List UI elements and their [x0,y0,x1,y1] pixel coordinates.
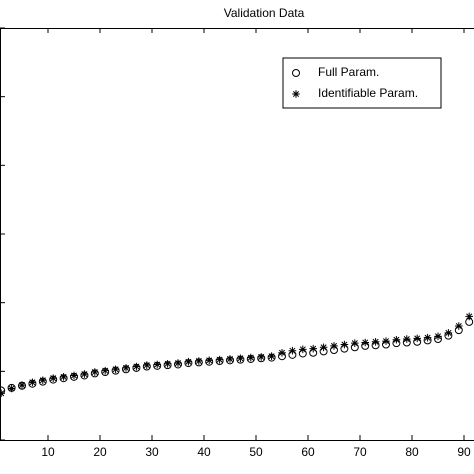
marker-asterisk [247,353,255,362]
marker-asterisk [413,334,421,343]
marker-asterisk [70,371,78,380]
marker-asterisk [455,322,463,330]
marker-asterisk [423,333,432,342]
x-tick-label: 30 [145,445,159,459]
marker-asterisk [28,378,37,387]
marker-asterisk [0,389,5,398]
marker-asterisk [39,376,47,385]
x-tick-label: 50 [249,445,263,459]
marker-asterisk [153,360,161,369]
marker-asterisk [309,344,317,353]
marker-asterisk [288,346,297,355]
marker-asterisk [59,373,68,381]
marker-asterisk [403,335,411,343]
marker-asterisk [163,359,172,368]
marker-asterisk [80,370,89,378]
marker-asterisk [382,337,390,345]
marker-asterisk [444,329,453,337]
marker-asterisk [371,338,380,346]
marker-asterisk [351,339,359,347]
legend-label: Full Param. [318,65,379,79]
marker-asterisk [215,355,224,364]
marker-asterisk [7,384,16,393]
marker-asterisk [184,357,193,366]
marker-asterisk [91,368,99,376]
marker-asterisk [226,355,234,363]
marker-circle [292,69,300,77]
marker-asterisk [278,348,286,357]
marker-asterisk [299,345,307,354]
chart-title: Validation Data [224,6,305,20]
x-tick-label: 80 [405,445,419,459]
marker-asterisk [434,332,442,341]
marker-asterisk [101,366,109,375]
marker-asterisk [267,352,276,361]
marker-asterisk [319,343,328,352]
legend-label: Identifiable Param. [318,86,418,100]
marker-asterisk [361,338,369,347]
marker-asterisk [49,374,57,382]
marker-asterisk [111,365,120,374]
marker-asterisk [18,381,26,389]
marker-asterisk [392,335,401,344]
marker-asterisk [340,340,349,349]
marker-asterisk [257,353,265,361]
marker-asterisk [174,359,182,367]
x-tick-label: 10 [41,445,55,459]
marker-asterisk [465,312,473,321]
marker-asterisk [195,357,203,365]
marker-asterisk [132,362,141,371]
marker-asterisk [236,354,245,363]
legend-box [282,57,442,109]
x-tick-label: 40 [197,445,211,459]
x-tick-label: 60 [301,445,315,459]
marker-asterisk [143,361,151,369]
x-tick-label: 70 [353,445,367,459]
marker-asterisk [292,90,300,98]
x-tick-label: 20 [93,445,107,459]
marker-asterisk [330,342,338,350]
x-tick-label: 90 [457,445,471,459]
marker-asterisk [205,356,213,365]
marker-asterisk [122,364,130,372]
